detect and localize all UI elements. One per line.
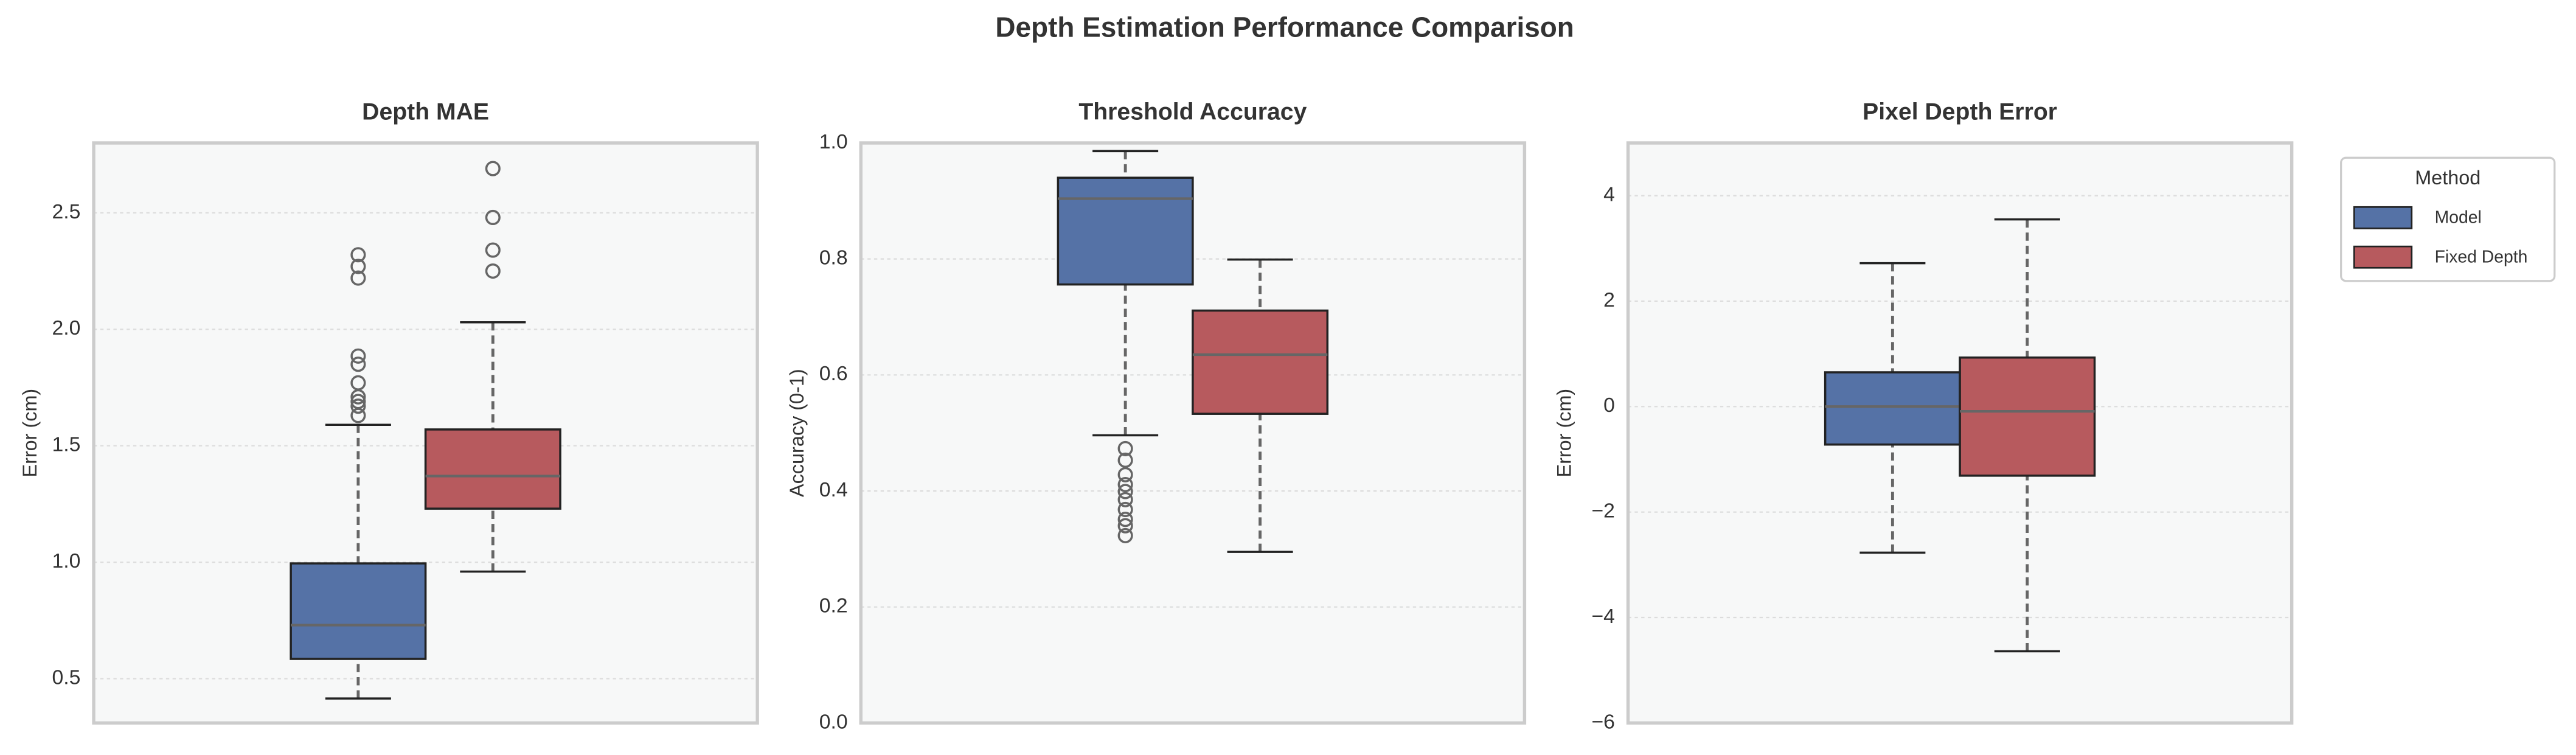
outlier: [1117, 501, 1133, 518]
outlier: [485, 242, 501, 258]
y-tick-label: 2.5: [52, 200, 81, 223]
y-tick-label: 0.5: [52, 666, 81, 689]
outlier: [350, 398, 366, 414]
outlier: [350, 270, 366, 286]
y-tick-label: 0.6: [819, 362, 848, 385]
outlier: [485, 161, 501, 176]
outlier: [350, 375, 366, 391]
subplot-title: Pixel Depth Error: [1863, 99, 2057, 125]
outlier: [350, 259, 366, 274]
plot-frame: [1626, 141, 2294, 725]
outlier: [1117, 527, 1133, 543]
subplot-title: Threshold Accuracy: [1078, 99, 1307, 125]
y-axis-label: Error (cm): [19, 389, 41, 478]
outlier: [350, 348, 366, 364]
box: [424, 428, 561, 510]
legend-swatch: [2353, 245, 2413, 269]
outlier: [350, 394, 366, 409]
y-axis-label: Error (cm): [1553, 389, 1575, 478]
outlier: [350, 357, 366, 372]
box: [1959, 356, 2096, 477]
y-tick-label: 1.0: [819, 130, 848, 153]
subplot-title: Depth MAE: [362, 99, 489, 125]
y-tick-label: 0.0: [819, 710, 848, 733]
y-tick-label: 2.0: [52, 316, 81, 339]
plot-frame: [92, 141, 759, 725]
outlier: [1117, 518, 1133, 534]
legend-label: Fixed Depth: [2435, 248, 2528, 267]
y-tick-label: 0.4: [819, 478, 848, 501]
outlier: [350, 247, 366, 263]
y-tick-label: 1.5: [52, 433, 81, 456]
outlier: [1117, 440, 1133, 456]
figure-title: Depth Estimation Performance Comparison: [995, 12, 1574, 43]
outlier: [1117, 512, 1133, 527]
outlier: [485, 209, 501, 226]
outlier: [1117, 484, 1133, 499]
y-tick-label: 0.8: [819, 246, 848, 270]
y-tick-label: 0.2: [819, 594, 848, 618]
outlier: [1117, 452, 1133, 468]
legend-title: Method: [2415, 167, 2481, 189]
plot-frame: [859, 141, 1527, 725]
box: [290, 562, 427, 660]
box: [1824, 371, 1961, 446]
outlier: [1117, 467, 1133, 482]
outlier: [1117, 492, 1133, 507]
y-tick-label: 4: [1603, 183, 1615, 206]
y-axis-label: Accuracy (0-1): [786, 369, 808, 497]
box: [1057, 176, 1194, 286]
y-tick-label: −2: [1591, 499, 1614, 523]
outlier: [1117, 476, 1133, 493]
legend-swatch: [2353, 206, 2413, 229]
y-tick-label: −4: [1591, 605, 1614, 628]
y-tick-label: −6: [1591, 710, 1614, 733]
y-tick-label: 1.0: [52, 549, 81, 572]
y-tick-label: 2: [1603, 288, 1615, 311]
outlier: [485, 263, 501, 279]
legend-label: Model: [2435, 208, 2482, 228]
y-tick-label: 0: [1603, 394, 1615, 417]
box: [1192, 309, 1329, 415]
